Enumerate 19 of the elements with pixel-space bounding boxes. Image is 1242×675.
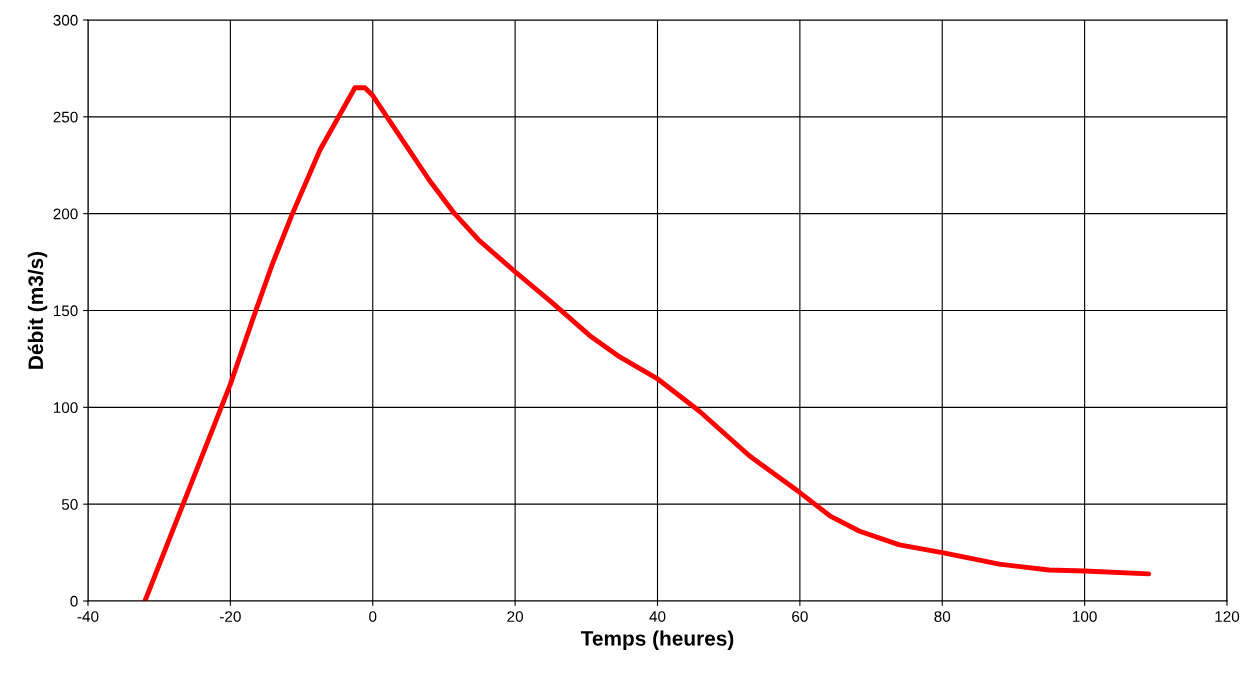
x-tick-label: 60 bbox=[792, 611, 808, 622]
y-tick-label: 100 bbox=[53, 402, 78, 414]
y-tick-label: 150 bbox=[53, 305, 78, 317]
y-tick-label: 50 bbox=[61, 499, 78, 510]
x-axis-title: Temps (heures) bbox=[580, 630, 734, 650]
x-tick-label: 40 bbox=[649, 611, 666, 622]
x-tick-label: -20 bbox=[220, 611, 241, 622]
y-tick-label: 0 bbox=[70, 595, 78, 607]
line-series bbox=[142, 85, 1152, 601]
x-tick-label: 80 bbox=[934, 611, 951, 622]
y-tick-label: 300 bbox=[53, 14, 78, 26]
x-tick-label: 100 bbox=[1073, 611, 1097, 622]
x-tick-label: 0 bbox=[369, 611, 377, 622]
x-tick-label: 20 bbox=[507, 611, 524, 622]
y-tick-label: 200 bbox=[53, 208, 78, 220]
y-tick-label: 250 bbox=[53, 111, 78, 123]
x-tick-label: -40 bbox=[77, 611, 99, 622]
x-tick-label: 120 bbox=[1215, 611, 1240, 622]
y-axis-title: Débit (m3/s) bbox=[27, 251, 48, 369]
